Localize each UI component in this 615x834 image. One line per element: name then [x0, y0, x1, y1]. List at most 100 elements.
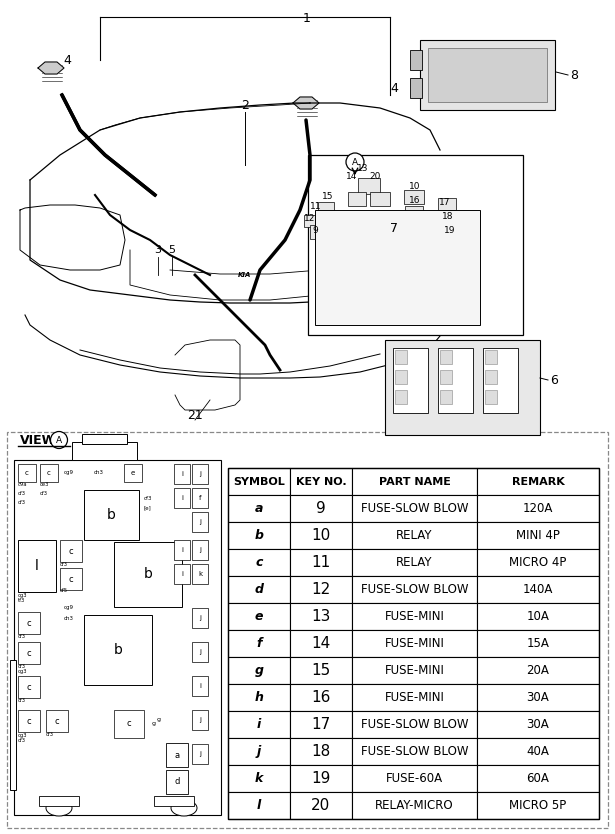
Bar — [290, 468, 352, 495]
Text: c: c — [47, 470, 51, 476]
Bar — [477, 657, 599, 684]
Polygon shape — [293, 97, 319, 109]
Bar — [228, 657, 290, 684]
Bar — [404, 190, 424, 204]
Text: cg3: cg3 — [18, 732, 28, 737]
Text: SYMBOL: SYMBOL — [233, 476, 285, 486]
Bar — [166, 743, 188, 767]
Bar — [477, 522, 599, 549]
Bar — [477, 495, 599, 522]
Polygon shape — [38, 62, 64, 74]
Text: 19: 19 — [311, 771, 331, 786]
Text: 11: 11 — [311, 555, 331, 570]
Polygon shape — [355, 204, 448, 272]
Text: 11: 11 — [310, 202, 322, 210]
Text: FUSE-MINI: FUSE-MINI — [384, 664, 445, 677]
Bar — [295, 100, 317, 122]
Text: 16: 16 — [311, 690, 331, 705]
Text: MINI 4P: MINI 4P — [516, 529, 560, 542]
Bar — [290, 657, 352, 684]
Text: cg9: cg9 — [64, 470, 74, 475]
Text: cg3: cg3 — [18, 670, 28, 675]
Bar — [192, 540, 208, 560]
Bar — [315, 210, 480, 325]
Bar — [290, 684, 352, 711]
Bar — [18, 612, 40, 634]
Text: FUSE-60A: FUSE-60A — [386, 772, 443, 785]
Bar — [352, 603, 477, 630]
Bar — [477, 711, 599, 738]
Text: e: e — [131, 470, 135, 476]
Bar — [477, 684, 599, 711]
Bar — [395, 390, 407, 404]
Bar — [18, 710, 40, 732]
Text: b: b — [106, 508, 116, 522]
Text: f: f — [199, 495, 201, 501]
Bar — [228, 468, 290, 495]
Text: cf5: cf5 — [60, 589, 68, 594]
Bar — [304, 215, 320, 227]
Bar — [18, 642, 40, 664]
Bar — [352, 630, 477, 657]
Bar — [352, 576, 477, 603]
Text: j: j — [257, 745, 261, 758]
Bar — [39, 796, 79, 806]
Bar — [290, 765, 352, 792]
Text: a: a — [255, 502, 263, 515]
Bar — [477, 792, 599, 819]
Text: 3: 3 — [154, 245, 162, 255]
Text: cf3: cf3 — [18, 500, 26, 505]
Text: c: c — [127, 720, 132, 729]
Bar — [124, 464, 142, 482]
Bar — [228, 684, 290, 711]
Text: 60A: 60A — [526, 772, 549, 785]
Text: MICRO 4P: MICRO 4P — [509, 556, 566, 569]
Bar — [352, 468, 477, 495]
Bar — [352, 711, 477, 738]
Text: 21: 21 — [187, 409, 203, 421]
Text: ce3: ce3 — [40, 481, 49, 486]
Text: 10A: 10A — [526, 610, 549, 623]
Bar — [440, 350, 452, 364]
Text: a: a — [175, 751, 180, 760]
Bar — [477, 468, 599, 495]
Text: j: j — [199, 649, 201, 655]
Bar — [477, 738, 599, 765]
Bar — [60, 568, 82, 590]
Text: 12: 12 — [311, 582, 331, 597]
Bar — [290, 603, 352, 630]
Text: VIEW: VIEW — [20, 434, 57, 446]
Bar — [405, 206, 423, 218]
Bar — [228, 630, 290, 657]
Text: 5: 5 — [169, 245, 175, 255]
Text: tf3: tf3 — [18, 597, 25, 602]
Bar — [114, 710, 144, 738]
Text: A: A — [352, 158, 358, 167]
Text: 140A: 140A — [523, 583, 553, 596]
Bar — [318, 202, 334, 214]
Text: RELAY-MICRO: RELAY-MICRO — [375, 799, 454, 812]
Text: PART NAME: PART NAME — [379, 476, 450, 486]
Bar — [485, 350, 497, 364]
Text: KEY NO.: KEY NO. — [296, 476, 346, 486]
Bar — [0, 0, 615, 430]
Bar — [192, 464, 208, 484]
Text: j: j — [199, 615, 201, 621]
Bar — [440, 212, 456, 224]
Text: FUSE-SLOW BLOW: FUSE-SLOW BLOW — [361, 718, 468, 731]
Bar — [174, 564, 190, 584]
Text: FUSE-SLOW BLOW: FUSE-SLOW BLOW — [361, 502, 468, 515]
Text: c: c — [26, 619, 31, 627]
Text: 1: 1 — [303, 12, 311, 25]
Text: 30A: 30A — [526, 718, 549, 731]
Bar — [352, 738, 477, 765]
Bar — [192, 642, 208, 662]
Bar — [352, 792, 477, 819]
Ellipse shape — [215, 265, 275, 285]
Bar — [192, 744, 208, 764]
Bar — [420, 40, 555, 110]
Bar — [192, 710, 208, 730]
Bar — [352, 765, 477, 792]
Text: 120A: 120A — [523, 502, 553, 515]
Text: b: b — [143, 567, 153, 581]
